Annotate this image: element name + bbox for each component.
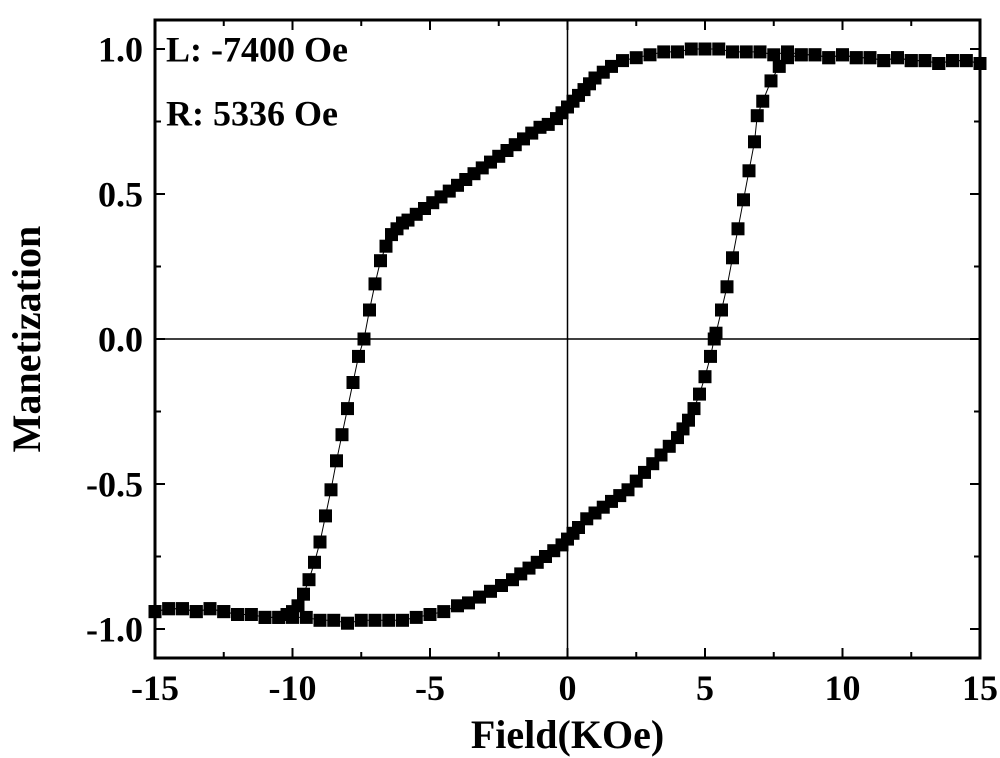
x-tick-label: 15 — [962, 668, 998, 708]
hysteresis-chart: -15 -10 -5 0 5 10 15 -1.0 -0.5 0.0 0.5 1.0 Field(KOe… — [0, 0, 1000, 758]
y-tick-label: 1.0 — [98, 30, 143, 70]
y-tick-label: -1.0 — [86, 610, 143, 650]
y-tick-label: -0.5 — [86, 465, 143, 505]
x-tick-label: 0 — [559, 668, 577, 708]
x-tick-label: 10 — [825, 668, 861, 708]
chart-svg: -15 -10 -5 0 5 10 15 -1.0 -0.5 0.0 0.5 1.0 Field(KOe… — [0, 0, 1000, 758]
y-tick-label: 0.0 — [98, 320, 143, 360]
x-tick-label: 5 — [696, 668, 714, 708]
x-tick-label: -5 — [415, 668, 445, 708]
x-tick-label: -15 — [131, 668, 179, 708]
x-axis-label: Field(KOe) — [471, 712, 664, 757]
annotation-1: R: 5336 Oe — [166, 93, 338, 133]
y-tick-label: 0.5 — [98, 175, 143, 215]
x-tick-label: -10 — [269, 668, 317, 708]
y-axis-label: Manetization — [4, 226, 49, 453]
annotation-0: L: -7400 Oe — [166, 30, 348, 70]
